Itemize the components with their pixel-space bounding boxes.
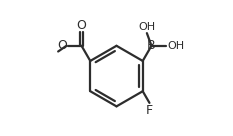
Text: B: B: [147, 39, 156, 52]
Text: OH: OH: [167, 41, 184, 51]
Text: O: O: [77, 19, 86, 32]
Text: OH: OH: [138, 22, 155, 33]
Text: F: F: [146, 103, 153, 117]
Text: O: O: [58, 39, 68, 52]
